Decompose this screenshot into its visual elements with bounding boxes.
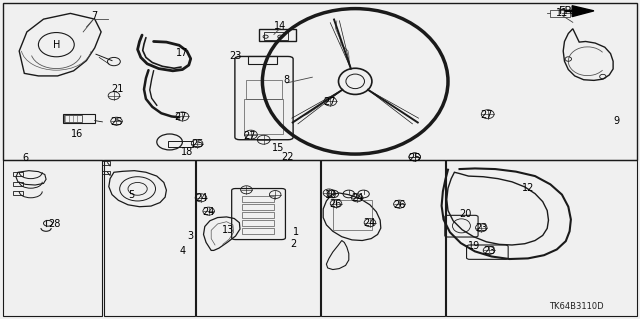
Bar [196,160,320,316]
Text: 27: 27 [323,97,336,107]
Bar [13,182,23,186]
Text: 4: 4 [179,246,186,256]
Bar [102,171,110,174]
Text: 27: 27 [243,130,256,141]
Bar [244,99,283,134]
Bar [248,56,277,64]
Text: 3: 3 [188,231,194,241]
Text: TK64B3110D: TK64B3110D [548,302,604,311]
Text: 18: 18 [181,147,194,157]
Text: 24: 24 [202,207,215,217]
Bar [63,114,95,123]
Text: 24: 24 [195,193,207,204]
Bar [264,32,288,40]
Text: 20: 20 [460,209,472,219]
Text: 27: 27 [480,110,493,120]
Text: 25: 25 [191,139,204,149]
Text: 24: 24 [364,218,376,228]
Text: 21: 21 [111,84,124,94]
Text: 2: 2 [290,239,296,249]
Text: 26: 26 [393,200,406,210]
Text: 24: 24 [351,193,364,204]
Bar [3,3,637,160]
Bar [246,80,282,99]
Text: 28: 28 [48,219,61,229]
Bar [550,10,570,17]
Text: 9: 9 [613,116,620,126]
Polygon shape [572,6,594,17]
Text: 5: 5 [128,190,134,200]
Text: 25: 25 [408,153,421,163]
Bar [242,228,274,234]
Text: 15: 15 [272,143,285,153]
Bar [104,160,195,316]
Bar [242,204,274,210]
Bar [64,115,82,122]
Text: 23: 23 [475,223,488,233]
Bar [321,160,445,316]
Text: 17: 17 [176,48,189,58]
Text: 23: 23 [229,50,242,61]
Text: 16: 16 [70,129,83,139]
Bar [13,172,23,176]
Text: 25: 25 [110,117,123,127]
Bar [242,212,274,218]
Text: 27: 27 [174,112,187,122]
Text: 14: 14 [274,20,287,31]
Bar [259,29,296,41]
Text: 8: 8 [284,75,290,85]
Text: 13: 13 [221,225,234,235]
Text: 10: 10 [325,190,338,200]
Text: 12: 12 [522,182,535,193]
Text: 23: 23 [483,246,495,256]
Text: 6: 6 [22,153,29,163]
Text: 1: 1 [292,227,299,237]
Bar [168,141,193,147]
Text: 7: 7 [91,11,97,21]
Bar [102,161,110,165]
Text: 26: 26 [329,198,342,209]
Text: 19: 19 [467,241,480,251]
Text: 22: 22 [281,152,294,162]
Bar [446,160,637,316]
Bar [242,220,274,226]
Bar [13,191,23,195]
Text: 11: 11 [556,8,568,18]
Bar [333,200,372,230]
Text: H: H [52,40,60,50]
Text: FR.: FR. [559,6,577,16]
Bar [3,160,102,316]
Bar [242,196,274,202]
